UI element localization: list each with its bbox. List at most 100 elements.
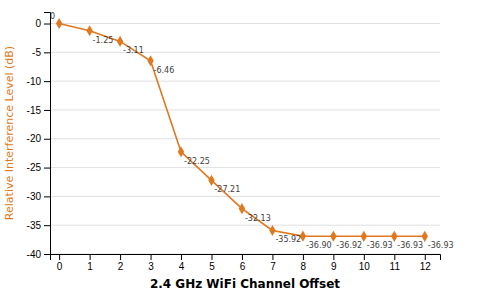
tick-label: -35 — [27, 220, 42, 231]
tick-label: 8 — [301, 261, 307, 272]
tick: 0 — [57, 254, 63, 272]
tick: 5 — [209, 254, 215, 272]
tick: 1 — [87, 254, 93, 272]
grid-line — [50, 23, 440, 24]
data-label: -36.93 — [397, 241, 423, 250]
tick-mark — [44, 52, 50, 53]
tick-mark — [44, 225, 50, 226]
tick: -35 — [27, 220, 50, 231]
tick-mark — [425, 254, 426, 260]
grid — [50, 24, 440, 254]
x-axis: 0123456789101112 — [51, 254, 441, 272]
tick-mark — [181, 254, 182, 260]
x-axis-title: 2.4 GHz WiFi Channel Offset — [150, 277, 340, 291]
plot: 01234567891011120-5-10-15-20-25-30-35-40… — [27, 12, 454, 273]
data-label: -35.92 — [275, 235, 301, 244]
tick-label: 6 — [240, 261, 246, 272]
tick-mark — [44, 110, 50, 111]
tick-mark — [44, 24, 50, 25]
tick: 11 — [390, 254, 401, 272]
data-labels: 0 -1.25 -3.11 -6.46 -22.25 -27.21 -32.13 -35.92… — [50, 12, 454, 251]
grid-line — [50, 225, 440, 226]
tick: 7 — [270, 254, 276, 272]
tick-label: -30 — [27, 191, 42, 202]
marker — [391, 231, 397, 242]
tick-label: 10 — [359, 261, 371, 272]
tick-label: 0 — [57, 261, 63, 272]
tick-label: 2 — [118, 261, 124, 272]
marker — [422, 231, 428, 242]
marker — [117, 36, 123, 47]
tick-label: -40 — [27, 249, 42, 260]
marker — [147, 55, 153, 66]
tick-mark — [120, 254, 121, 260]
data-label: -36.90 — [306, 241, 332, 250]
data-label: -36.92 — [336, 241, 362, 250]
tick-mark — [44, 196, 50, 197]
tick: -10 — [27, 76, 50, 87]
tick-label: 12 — [420, 261, 432, 272]
tick: -5 — [32, 47, 50, 58]
tick-label: 9 — [331, 261, 337, 272]
data-label: -27.21 — [214, 185, 240, 194]
data-label: -3.11 — [123, 46, 144, 55]
tick: -25 — [27, 162, 50, 173]
grid-line — [50, 167, 440, 168]
tick: -40 — [27, 249, 50, 260]
marker — [361, 231, 367, 242]
tick-label: 0 — [35, 18, 41, 29]
line — [59, 24, 425, 237]
data-label: 0 — [50, 12, 55, 21]
tick-mark — [90, 254, 91, 260]
tick-mark — [44, 254, 50, 255]
data-label: -36.93 — [428, 241, 454, 250]
tick-label: 11 — [390, 261, 401, 272]
data-label: -32.13 — [245, 214, 271, 223]
grid-line — [50, 52, 440, 53]
tick-mark — [364, 254, 365, 260]
tick-label: 5 — [209, 261, 215, 272]
tick: 0 — [35, 18, 50, 29]
tick-label: 4 — [179, 261, 185, 272]
tick-mark — [59, 254, 60, 260]
tick-mark — [151, 254, 152, 260]
tick-mark — [303, 254, 304, 260]
tick-label: -10 — [27, 76, 42, 87]
tick: 2 — [118, 254, 124, 272]
data-label: -22.25 — [184, 157, 210, 166]
tick: 8 — [301, 254, 307, 272]
marker — [208, 175, 214, 186]
tick-mark — [211, 254, 212, 260]
tick: 6 — [240, 254, 246, 272]
data-label: -1.25 — [93, 36, 114, 45]
data-label: -6.46 — [154, 66, 175, 75]
tick-mark — [242, 254, 243, 260]
tick: 3 — [148, 254, 154, 272]
data-label: -36.93 — [367, 241, 393, 250]
series — [56, 18, 428, 242]
grid-line — [50, 109, 440, 110]
tick: -15 — [27, 105, 50, 116]
tick-label: -15 — [27, 105, 42, 116]
tick: 10 — [359, 254, 371, 272]
chart: 01234567891011120-5-10-15-20-25-30-35-40… — [0, 0, 480, 294]
y-axis: 0 -5 -10 -15 -20 -25 -30 -35 -40 — [27, 13, 51, 260]
marker — [86, 25, 92, 36]
tick-mark — [44, 168, 50, 169]
tick-mark — [272, 254, 273, 260]
tick-mark — [333, 254, 334, 260]
tick: -30 — [27, 191, 50, 202]
tick-label: -20 — [27, 133, 42, 144]
tick-mark — [44, 81, 50, 82]
tick-label: -25 — [27, 162, 42, 173]
marker — [269, 225, 275, 236]
axis-line — [51, 255, 441, 261]
tick-label: 3 — [148, 261, 154, 272]
tick-mark — [394, 254, 395, 260]
marker — [178, 146, 184, 157]
marker — [56, 18, 62, 29]
tick-mark — [44, 139, 50, 140]
tick: 12 — [420, 254, 432, 272]
tick-label: 1 — [87, 261, 93, 272]
marker — [239, 203, 245, 214]
